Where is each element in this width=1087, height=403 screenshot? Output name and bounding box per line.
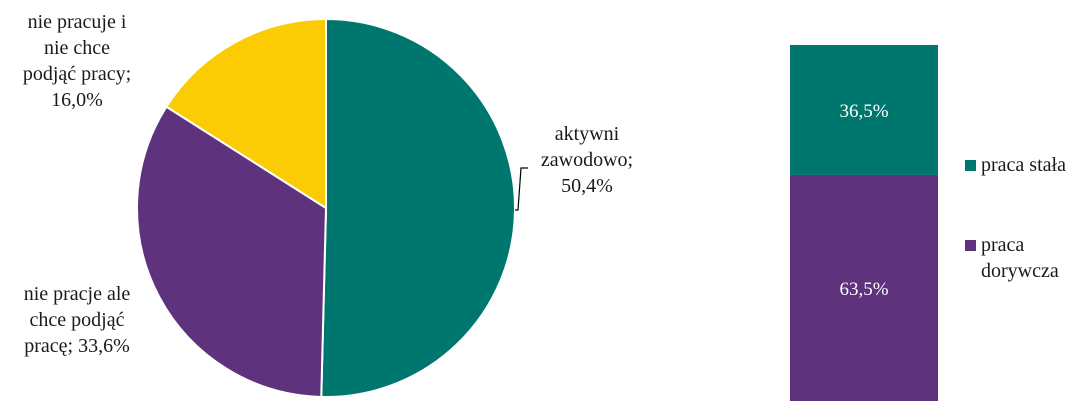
bar-value-label-praca-dorywcza: 63,5% bbox=[839, 279, 888, 300]
pie-label-nie-pracje-ale-chce-podjac-prace: nie pracje ale chce podjąć pracę; 33,6% bbox=[24, 283, 131, 357]
legend-label-praca-dorywcza: praca dorywcza bbox=[981, 234, 1059, 282]
bar-value-label-praca-stala: 36,5% bbox=[839, 101, 888, 122]
legend-label-praca-stala: praca stała bbox=[981, 154, 1066, 176]
pie-chart bbox=[137, 19, 515, 397]
legend-swatch-praca-dorywcza bbox=[965, 240, 976, 251]
pie-label-nie-pracuje-i-nie-chce-podjac-pracy: nie pracuje i nie chce podjąć pracy; 16,0% bbox=[23, 11, 131, 111]
pie-slice-aktywni-zawodowo bbox=[321, 19, 515, 397]
legend-swatch-praca-stala bbox=[965, 160, 976, 171]
stacked-bar-chart: 36,5% 63,5% bbox=[790, 45, 938, 401]
pie-label-aktywni-zawodowo: aktywni zawodowo; 50,4% bbox=[541, 123, 633, 197]
bar-legend: praca stała praca dorywcza bbox=[965, 154, 1066, 282]
pie-leader-line bbox=[515, 168, 528, 210]
